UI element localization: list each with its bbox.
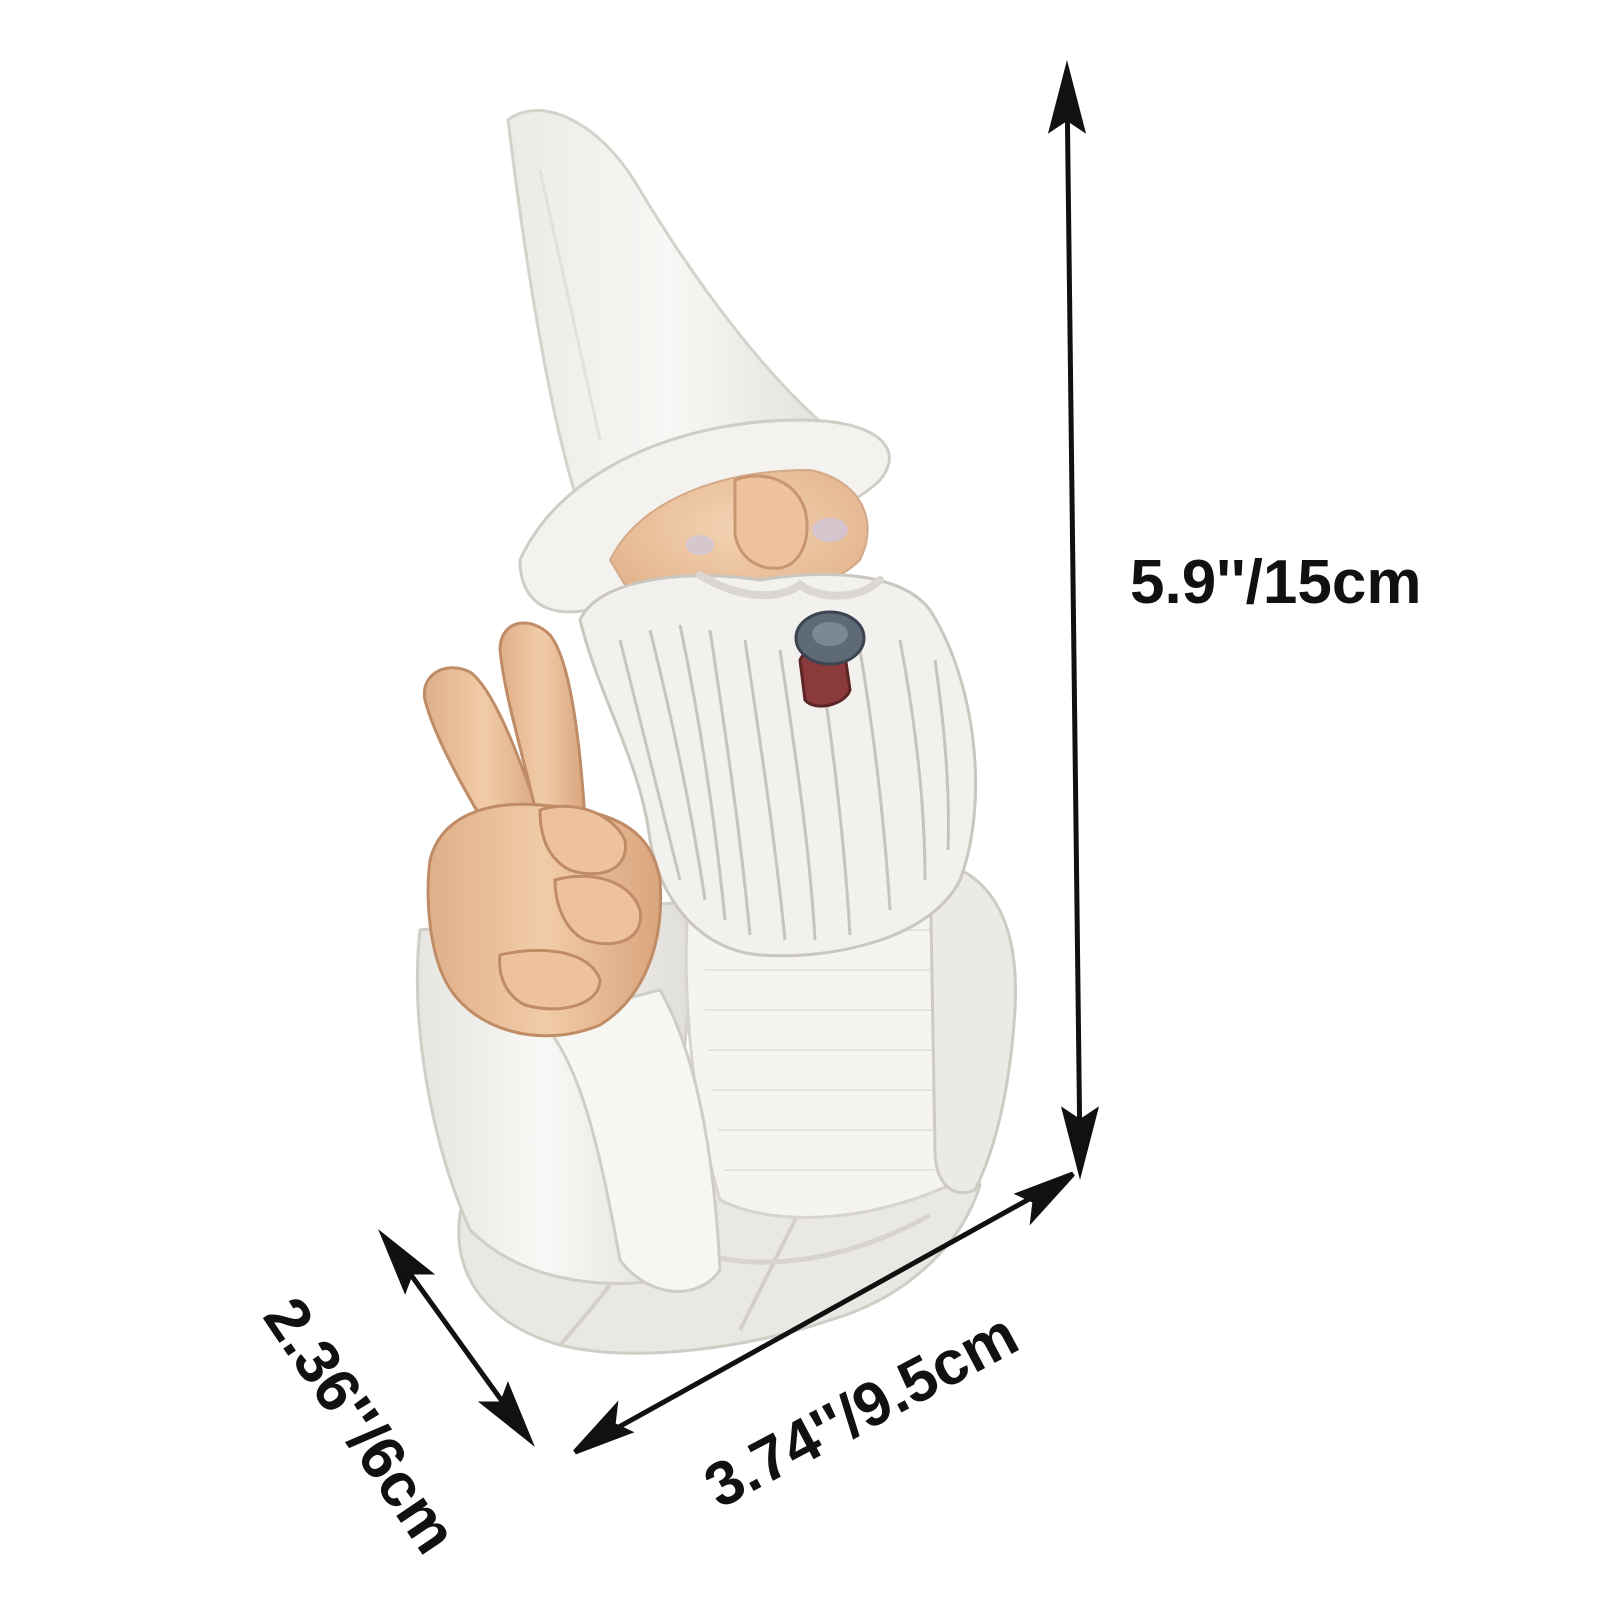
height-label: 5.9''/15cm xyxy=(1130,548,1422,617)
width-arrow xyxy=(573,1171,1075,1455)
peace-sign-hand xyxy=(422,621,663,1038)
depth-arrow xyxy=(378,1229,535,1447)
white-beard xyxy=(578,571,978,958)
height-arrow xyxy=(1047,60,1100,1180)
cigar xyxy=(794,610,866,708)
